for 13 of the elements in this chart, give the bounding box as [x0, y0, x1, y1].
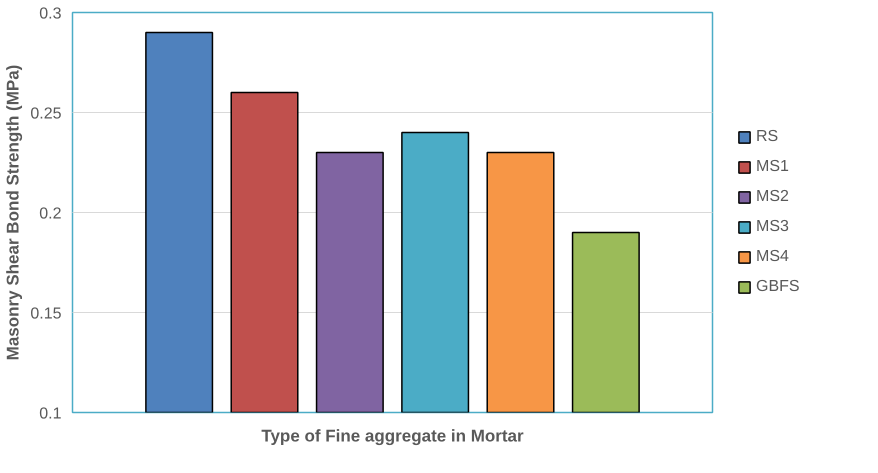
legend-label: MS3 — [756, 218, 789, 236]
x-axis-title: Type of Fine aggregate in Mortar — [261, 426, 524, 446]
legend-label: RS — [756, 128, 778, 146]
legend-label: GBFS — [756, 278, 800, 296]
y-tick-label: 0.2 — [39, 206, 62, 222]
legend-label: MS1 — [756, 158, 789, 176]
y-axis-title: Masonry Shear Bond Strength (MPa) — [3, 64, 22, 360]
y-tick-label: 0.15 — [30, 306, 62, 322]
y-tick-label: 0.3 — [39, 6, 62, 22]
legend-label: MS4 — [756, 248, 789, 266]
legend-label: MS2 — [756, 188, 789, 206]
y-tick-label: 0.25 — [30, 106, 62, 122]
y-tick-label: 0.1 — [39, 406, 62, 422]
